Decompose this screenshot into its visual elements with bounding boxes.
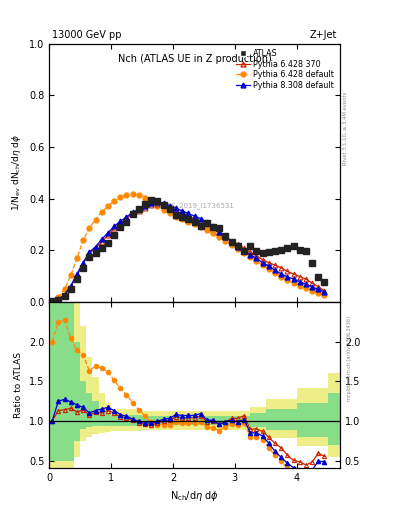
Text: Z+Jet: Z+Jet [310,30,337,39]
Text: Rivet 3.1.10, ≥ 3.4M events: Rivet 3.1.10, ≥ 3.4M events [343,91,348,165]
Legend: ATLAS, Pythia 6.428 370, Pythia 6.428 default, Pythia 8.308 default: ATLAS, Pythia 6.428 370, Pythia 6.428 de… [234,48,336,91]
X-axis label: N$_\mathrm{ch}$/d$\eta$ d$\phi$: N$_\mathrm{ch}$/d$\eta$ d$\phi$ [170,489,219,503]
Text: 13000 GeV pp: 13000 GeV pp [52,30,121,39]
Y-axis label: Ratio to ATLAS: Ratio to ATLAS [14,352,23,418]
Text: mcplots.cern.ch [arXiv:1306.3436]: mcplots.cern.ch [arXiv:1306.3436] [347,316,352,401]
Text: ATLAS_2019_I1736531: ATLAS_2019_I1736531 [154,202,235,209]
Text: Nch (ATLAS UE in Z production): Nch (ATLAS UE in Z production) [118,54,272,64]
Y-axis label: 1/N$_\mathrm{ev}$ dN$_\mathrm{ch}$/d$\eta$ d$\phi$: 1/N$_\mathrm{ev}$ dN$_\mathrm{ch}$/d$\et… [10,134,23,211]
